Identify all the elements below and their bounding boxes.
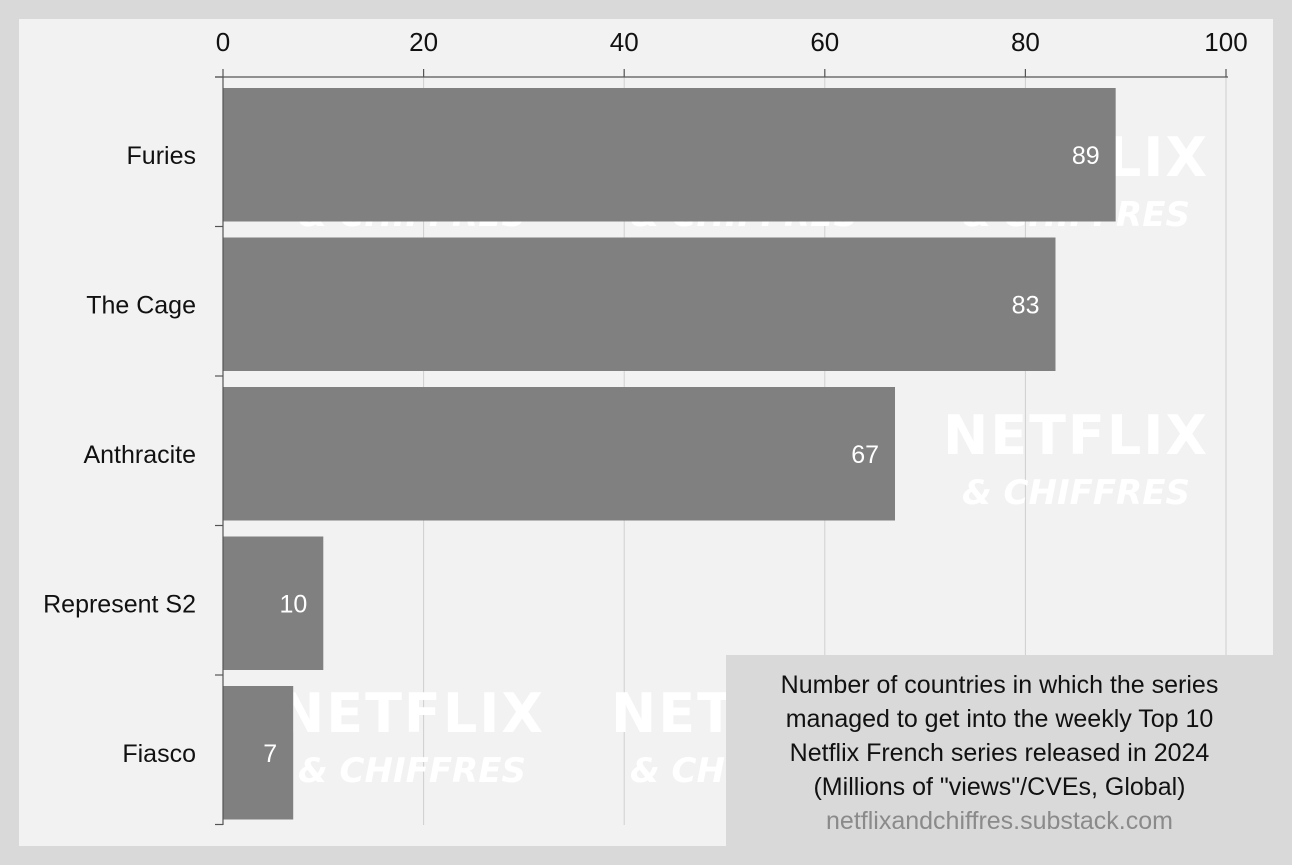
watermark-subtitle: & CHIFFRES [298,751,526,791]
data-labels: 89 83 67 10 7 [263,142,1099,768]
x-tick-label: 20 [409,27,438,57]
category-label: Furies [127,142,196,170]
data-label: 7 [263,740,277,768]
source-link[interactable]: netflixandchiffres.substack.com [826,807,1173,835]
data-label: 83 [1012,291,1040,319]
data-label: 10 [279,590,307,618]
watermark-title: NETFLIX [279,682,545,745]
x-tick-label: 40 [610,27,639,57]
bar [223,686,294,820]
category-label: Fiasco [122,740,196,768]
bars [223,88,1116,820]
watermark-subtitle: & CHIFFRES [962,473,1190,513]
data-label: 67 [851,441,879,469]
data-label: 89 [1072,142,1100,170]
x-tick-label: 0 [216,27,230,57]
x-tick-label: 100 [1204,27,1247,57]
category-labels: Furies The Cage Anthracite Represent S2 Fias… [43,142,196,768]
watermark: NETFLIX & CHIFFRES [943,404,1209,513]
bar [223,88,1116,222]
chart-caption: Number of countries in which the series … [726,655,1273,846]
caption-line-3: Netflix French series released in 2024 [789,739,1210,767]
bar [223,237,1056,371]
bar [223,536,324,670]
caption-line-2: managed to get into the weekly Top 10 [785,705,1214,733]
watermark: NETFLIX & CHIFFRES [279,682,545,791]
x-tick-labels: 0 20 40 60 80 100 [216,27,1248,57]
x-tick-label: 60 [810,27,839,57]
caption-line-4: (Millions of "views"/CVEs, Global) [813,773,1186,801]
caption-line-1: Number of countries in which the series [780,671,1219,699]
axes [215,69,1228,826]
bar [223,387,896,521]
category-label: The Cage [86,291,196,319]
x-tick-label: 80 [1011,27,1040,57]
watermark-title: NETFLIX [943,404,1209,467]
category-label: Represent S2 [43,590,196,618]
category-label: Anthracite [83,441,196,469]
